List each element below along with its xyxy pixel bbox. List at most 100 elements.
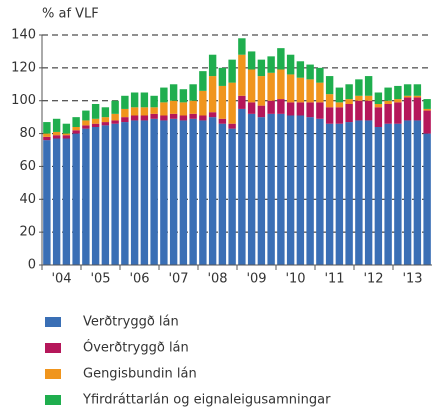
legend-label: Yfirdráttarlán og eignaleigusamningar [82,393,331,408]
bar-segment [277,99,285,114]
bar-segment [335,107,344,124]
bar-segment [150,107,158,114]
bar-segment [296,115,305,265]
legend-swatch [45,317,61,327]
y-tick-label: 120 [11,60,36,75]
bar-segment [286,115,295,265]
bar-segment [374,104,383,108]
bar-segment [62,133,71,136]
bar-segment [345,104,353,123]
bar-segment [423,99,431,109]
bar-segment [82,110,90,121]
y-tick-label: 40 [19,192,36,207]
bar-segment [247,102,256,114]
bar-segment [364,76,373,96]
bar-segment [62,138,71,265]
bar-segment [111,123,119,265]
bar-segment [257,59,266,77]
bar-segment [267,72,275,101]
legend-label: Verðtryggð lán [83,315,179,330]
bar-segment [238,95,246,109]
bar-segment [91,127,100,265]
bar-segment [364,95,373,101]
bar-segment [179,120,188,265]
bar-segment [247,69,256,103]
bar-segment [62,123,71,134]
bar-segment [238,38,246,55]
bar-segment [43,140,51,265]
bar-segment [364,120,373,265]
bar-segment [228,59,236,83]
bar-segment [286,102,295,116]
bar-segment [52,135,61,139]
bar-segment [169,84,178,101]
bar-segment [111,113,119,121]
bar-segment [130,120,139,265]
bar-segment [335,123,344,265]
bar-segment [423,133,431,265]
bar-segment [169,118,178,266]
bar-segment [150,113,158,119]
bar-segment [384,100,392,104]
bar-segment [72,133,80,265]
bar-segment [238,108,246,265]
bar-segment [384,123,392,265]
legend-label: Gengisbundin lán [83,367,197,382]
y-tick-label: 20 [19,225,36,240]
y-tick-label: 80 [19,126,36,141]
bar-segment [208,54,217,77]
bar-segment [306,64,314,80]
bar-segment [257,117,266,266]
bar-segment [247,113,256,265]
bar-segment [345,99,353,104]
bar-segment [82,128,90,265]
bar-segment [325,123,334,265]
bar-segment [101,125,110,265]
x-tick-label: '07 [168,272,188,287]
bar-segment [286,54,295,75]
bar-segment [189,118,197,266]
bar-segment [345,84,353,100]
bar-segment [189,84,197,101]
bar-segment [111,120,119,124]
bar-segment [199,71,207,91]
bar-segment [355,95,363,101]
bar-segment [316,102,324,119]
bar-segment [140,107,149,116]
bar-segment [277,113,285,265]
bar-segment [355,79,363,96]
bar-segment [150,118,158,266]
bar-segment [316,118,324,266]
legend-swatch [45,395,61,405]
bar-segment [140,92,149,108]
bar-segment [160,102,168,116]
bar-segment [169,113,178,119]
bar-segment [130,107,139,116]
bar-segment [218,85,227,119]
bar-segment [423,108,431,111]
bar-segment [296,77,305,103]
bar-segment [413,120,422,265]
bar-segment [345,122,353,265]
bar-segment [296,61,305,78]
bar-segment [160,87,168,103]
bar-segment [325,94,334,108]
y-tick-label: 60 [19,159,36,174]
bar-segment [121,108,129,118]
bar-segment [82,120,90,126]
bar-segment [335,87,344,103]
bar-segment [335,102,344,108]
bar-segment [121,95,129,109]
legend-swatch [45,343,61,353]
bar-segment [403,95,412,98]
bar-segment [150,95,158,108]
bar-segment [72,117,80,127]
bar-segment [130,92,139,108]
bar-segment [394,99,402,103]
y-tick-label: 0 [28,258,36,273]
bar-segment [267,100,275,114]
bar-segment [374,92,383,104]
bar-segment [306,102,314,118]
bar-segment [296,102,305,116]
bar-segment [413,97,422,121]
